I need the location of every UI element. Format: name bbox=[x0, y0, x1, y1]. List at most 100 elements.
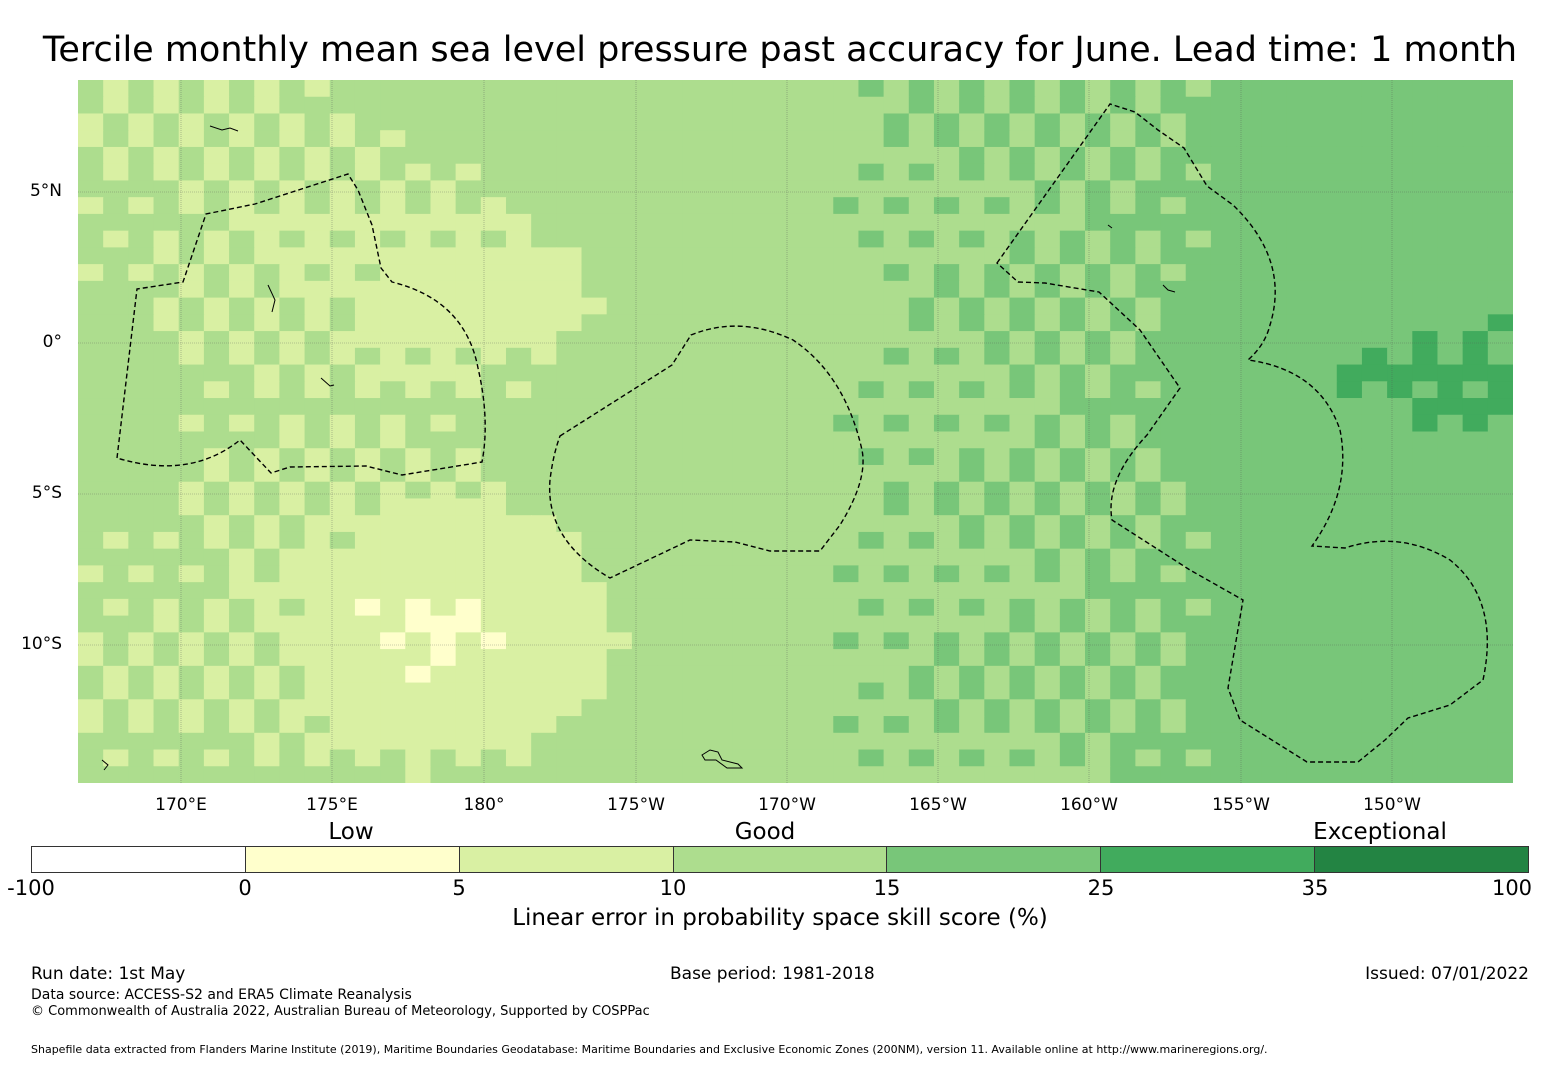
skill-cell bbox=[103, 247, 129, 265]
skill-cell bbox=[1236, 297, 1262, 315]
skill-cell bbox=[858, 665, 885, 684]
skill-cell bbox=[455, 766, 482, 783]
skill-cell bbox=[782, 331, 809, 349]
skill-cell bbox=[1160, 615, 1187, 633]
skill-cell bbox=[430, 398, 457, 416]
skill-cell bbox=[1437, 766, 1464, 783]
skill-cell bbox=[858, 146, 885, 165]
skill-cell bbox=[657, 464, 683, 483]
skill-cell bbox=[782, 347, 809, 366]
skill-cell bbox=[1336, 548, 1363, 567]
skill-cell bbox=[430, 582, 457, 600]
skill-cell bbox=[833, 163, 860, 182]
skill-cell bbox=[405, 230, 432, 248]
skill-cell bbox=[430, 146, 457, 165]
skill-cell bbox=[128, 766, 155, 783]
skill-cell bbox=[78, 548, 104, 567]
skill-cell bbox=[229, 464, 255, 483]
skill-cell bbox=[531, 632, 557, 650]
skill-cell bbox=[380, 766, 406, 783]
skill-cell bbox=[1034, 197, 1061, 215]
skill-cell bbox=[455, 163, 482, 182]
skill-cell bbox=[203, 481, 230, 500]
skill-cell bbox=[1236, 716, 1262, 734]
skill-cell bbox=[78, 431, 104, 449]
skill-cell bbox=[455, 431, 482, 449]
skill-cell bbox=[908, 649, 935, 667]
skill-cell bbox=[883, 766, 910, 783]
skill-cell bbox=[1034, 163, 1061, 182]
skill-cell bbox=[254, 264, 281, 282]
skill-cell bbox=[631, 297, 658, 315]
skill-cell bbox=[732, 481, 759, 500]
skill-cell bbox=[883, 615, 910, 633]
skill-cell bbox=[178, 213, 205, 232]
skill-cell bbox=[1059, 314, 1086, 332]
skill-cell bbox=[405, 615, 432, 633]
skill-cell bbox=[757, 515, 784, 533]
skill-cell bbox=[1412, 280, 1439, 299]
skill-cell bbox=[631, 398, 658, 416]
skill-cell bbox=[1311, 548, 1338, 567]
skill-cell bbox=[354, 247, 381, 265]
skill-cell bbox=[153, 732, 180, 751]
skill-cell bbox=[455, 297, 482, 315]
skill-cell bbox=[1009, 682, 1036, 700]
skill-cell bbox=[1059, 766, 1086, 783]
skill-cell bbox=[606, 699, 633, 717]
skill-cell bbox=[883, 113, 910, 131]
skill-cell bbox=[858, 314, 885, 332]
skill-cell bbox=[380, 230, 406, 248]
skill-cell bbox=[1236, 146, 1262, 165]
skill-cell bbox=[1236, 213, 1262, 232]
skill-cell bbox=[1412, 247, 1439, 265]
skill-cell bbox=[606, 130, 633, 148]
skill-cell bbox=[153, 230, 180, 248]
colorbar bbox=[31, 846, 1529, 873]
skill-cell bbox=[782, 180, 809, 198]
skill-cell bbox=[1286, 766, 1313, 783]
skill-cell bbox=[380, 364, 406, 382]
chart-title: Tercile monthly mean sea level pressure … bbox=[42, 30, 1518, 70]
skill-cell bbox=[354, 515, 381, 533]
skill-cell bbox=[1009, 716, 1036, 734]
skill-cell bbox=[153, 448, 180, 466]
skill-cell bbox=[480, 632, 507, 650]
skill-cell bbox=[329, 280, 356, 299]
skill-cell bbox=[380, 515, 406, 533]
skill-cell bbox=[78, 766, 104, 783]
skill-cell bbox=[480, 146, 507, 165]
skill-cell bbox=[1311, 649, 1338, 667]
skill-cell bbox=[153, 515, 180, 533]
skill-cell bbox=[1261, 414, 1288, 433]
skill-cell bbox=[984, 481, 1011, 500]
skill-cell bbox=[203, 531, 230, 550]
skill-cell bbox=[908, 598, 935, 617]
skill-cell bbox=[1236, 331, 1262, 349]
skill-cell bbox=[657, 565, 683, 583]
skill-cell bbox=[1135, 716, 1162, 734]
skill-cell bbox=[1462, 632, 1489, 650]
skill-cell bbox=[984, 230, 1011, 248]
skill-cell bbox=[229, 113, 255, 131]
skill-cell bbox=[1210, 766, 1237, 783]
skill-cell bbox=[430, 699, 457, 717]
skill-cell bbox=[707, 749, 734, 767]
skill-cell bbox=[78, 665, 104, 684]
skill-cell bbox=[1210, 531, 1237, 550]
skill-cell bbox=[1160, 632, 1187, 650]
skill-cell bbox=[405, 80, 432, 98]
skill-cell bbox=[1110, 732, 1136, 751]
skill-cell bbox=[682, 732, 708, 751]
skill-cell bbox=[254, 665, 281, 684]
skill-cell bbox=[1085, 632, 1111, 650]
skill-cell bbox=[1311, 381, 1338, 399]
skill-cell bbox=[1160, 448, 1187, 466]
skill-cell bbox=[1135, 565, 1162, 583]
skill-cell bbox=[531, 163, 557, 182]
skill-cell bbox=[254, 531, 281, 550]
skill-cell bbox=[1085, 531, 1111, 550]
skill-cell bbox=[1412, 749, 1439, 767]
skill-cell bbox=[858, 280, 885, 299]
skill-cell bbox=[1437, 682, 1464, 700]
